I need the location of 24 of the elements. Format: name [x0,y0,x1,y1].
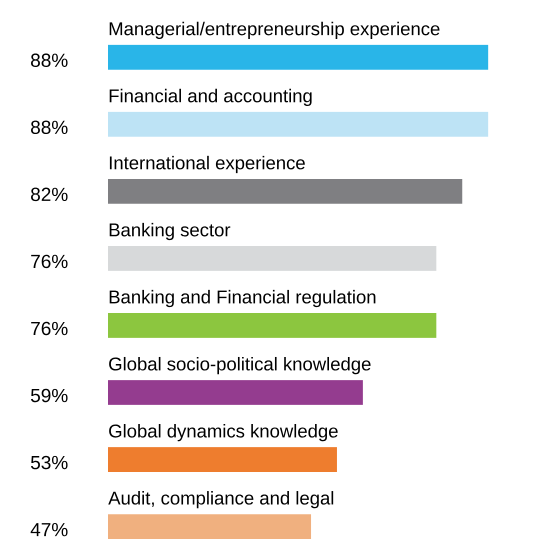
y-tick-label: Global dynamics knowledge [109,424,338,442]
y-tick-label: Banking and Financial regulation [110,290,376,308]
y-tick-label: Global socio-political knowledge [109,356,371,374]
bar [108,178,462,204]
y-tick-label: Banking sector [110,222,230,240]
bar [108,380,363,405]
bar [108,514,312,539]
bar [108,112,488,137]
bar [108,246,436,271]
data-label: 59% [30,388,68,402]
bar [108,447,337,472]
bar [108,44,488,70]
y-tick-label: Financial and accounting [110,88,312,106]
data-label: 47% [30,522,68,536]
data-label: 88% [31,54,68,68]
data-label: 88% [31,120,68,134]
y-tick-label: International experience [110,156,305,174]
bar [108,313,436,338]
y-tick-label: Audit, compliance and legal [108,491,334,508]
data-label: 76% [31,322,68,336]
y-tick-label: Managerial/entrepreneurship experience [110,22,440,39]
data-label: 76% [31,254,68,268]
data-label: 53% [30,456,68,470]
data-label: 82% [31,188,68,202]
